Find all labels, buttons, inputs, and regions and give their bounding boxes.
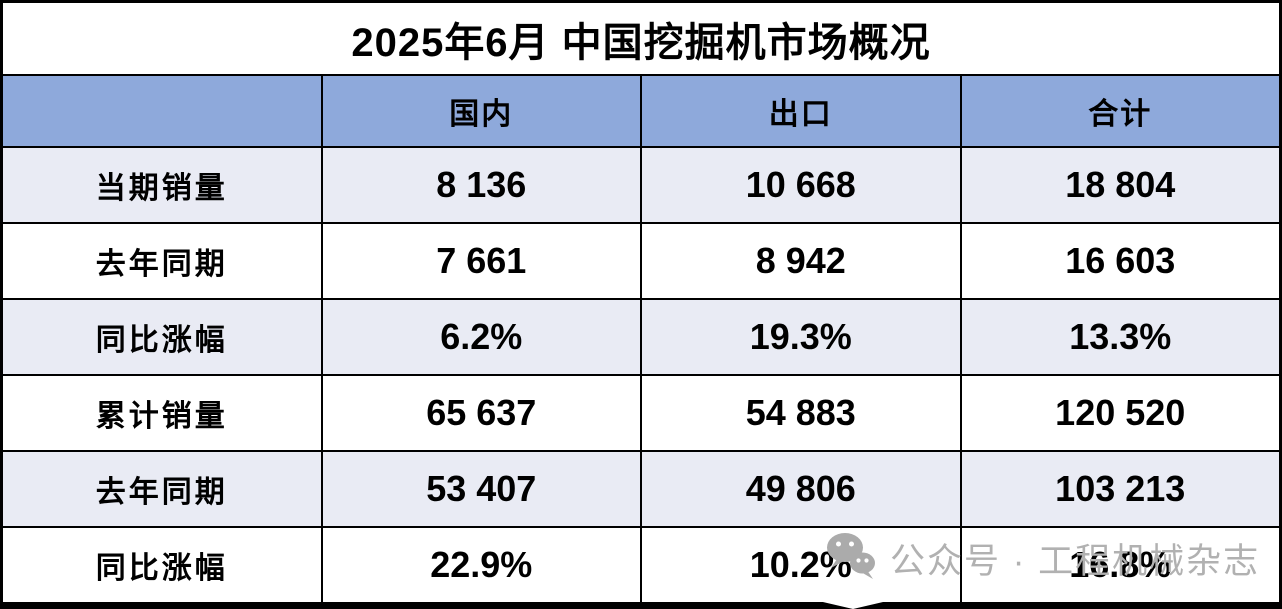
cell-cumulative-yoy-domestic: 22.9% — [322, 528, 640, 602]
header-cell-empty — [3, 76, 321, 146]
bottom-notch-triangle — [810, 599, 896, 609]
cell-yoy-growth-total: 13.3% — [961, 300, 1279, 374]
cell-current-sales-domestic: 8 136 — [322, 148, 640, 222]
cell-cumulative-last-year-export: 49 806 — [642, 452, 960, 526]
row-label-cumulative-yoy-growth: 同比涨幅 — [3, 528, 321, 602]
cell-current-sales-export: 10 668 — [642, 148, 960, 222]
cell-cumulative-last-year-total: 103 213 — [961, 452, 1279, 526]
cell-cumulative-domestic: 65 637 — [322, 376, 640, 450]
cell-cumulative-yoy-export: 10.2% — [642, 528, 960, 602]
cell-cumulative-export: 54 883 — [642, 376, 960, 450]
row-label-cumulative-sales: 累计销量 — [3, 376, 321, 450]
row-label-current-sales: 当期销量 — [3, 148, 321, 222]
row-label-yoy-growth: 同比涨幅 — [3, 300, 321, 374]
cell-yoy-growth-domestic: 6.2% — [322, 300, 640, 374]
row-label-cumulative-last-year: 去年同期 — [3, 452, 321, 526]
cell-cumulative-total: 120 520 — [961, 376, 1279, 450]
page-title: 2025年6月 中国挖掘机市场概况 — [3, 3, 1279, 74]
cell-last-year-total: 16 603 — [961, 224, 1279, 298]
header-cell-export: 出口 — [642, 76, 960, 146]
cell-last-year-export: 8 942 — [642, 224, 960, 298]
cell-cumulative-yoy-total: 16.8% — [961, 528, 1279, 602]
header-cell-total: 合计 — [961, 76, 1279, 146]
cell-current-sales-total: 18 804 — [961, 148, 1279, 222]
cell-cumulative-last-year-domestic: 53 407 — [322, 452, 640, 526]
header-cell-domestic: 国内 — [322, 76, 640, 146]
cell-last-year-domestic: 7 661 — [322, 224, 640, 298]
row-label-last-year-same-period: 去年同期 — [3, 224, 321, 298]
cell-yoy-growth-export: 19.3% — [642, 300, 960, 374]
